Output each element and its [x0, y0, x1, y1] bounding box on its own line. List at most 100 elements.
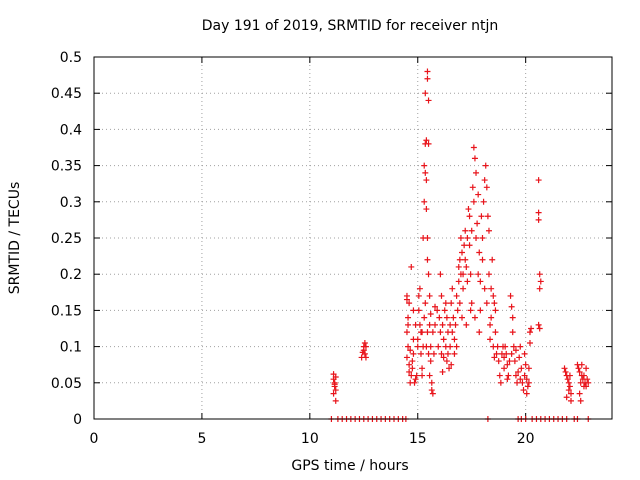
data-point: [491, 300, 498, 307]
data-point: [512, 372, 519, 379]
data-point: [514, 379, 521, 386]
data-point: [508, 350, 515, 357]
data-point: [494, 343, 501, 350]
data-point: [460, 285, 467, 292]
data-point: [411, 379, 418, 386]
data-points: [328, 68, 592, 422]
data-point: [408, 372, 415, 379]
data-point: [362, 343, 369, 350]
x-tick-label: 10: [301, 431, 319, 447]
y-tick-label: 0.15: [51, 303, 82, 319]
data-point: [491, 354, 498, 361]
data-point: [487, 336, 494, 343]
data-point: [490, 292, 497, 299]
data-point: [521, 350, 528, 357]
data-point: [454, 307, 461, 314]
data-point: [495, 358, 502, 365]
data-point: [509, 329, 516, 336]
y-tick-label: 0.5: [60, 50, 82, 66]
data-point: [419, 372, 426, 379]
data-point: [448, 300, 455, 307]
data-point: [576, 368, 583, 375]
data-point: [524, 383, 531, 390]
data-point: [464, 235, 471, 241]
data-point: [449, 285, 456, 292]
y-tick-label: 0.3: [60, 195, 82, 211]
data-point: [427, 311, 434, 318]
data-point: [405, 314, 412, 321]
data-point: [462, 227, 469, 234]
data-point: [481, 177, 488, 184]
data-point: [332, 374, 339, 381]
data-point: [417, 350, 424, 357]
data-point: [496, 372, 503, 379]
x-tick-label: 15: [409, 431, 427, 447]
data-point: [451, 350, 458, 357]
data-point: [510, 343, 517, 350]
data-point: [425, 271, 432, 278]
x-tick-label: 0: [90, 431, 99, 447]
data-point: [424, 256, 431, 263]
data-point: [563, 394, 570, 401]
data-point: [535, 177, 542, 184]
data-point: [463, 321, 470, 328]
data-point: [406, 361, 413, 368]
chart-title: Day 191 of 2019, SRMTID for receiver ntj…: [202, 18, 499, 34]
data-point: [536, 325, 543, 332]
data-point: [437, 271, 444, 278]
data-point: [447, 321, 454, 328]
data-point: [406, 300, 413, 307]
data-point: [517, 376, 524, 383]
data-point: [511, 358, 518, 365]
data-point: [440, 336, 447, 343]
data-point: [537, 278, 544, 285]
data-point: [467, 307, 474, 314]
data-point: [359, 349, 366, 356]
data-point: [477, 278, 484, 285]
data-point: [528, 325, 535, 332]
data-point: [468, 227, 475, 234]
data-point: [473, 169, 480, 176]
data-point: [509, 314, 516, 321]
data-point: [526, 339, 533, 346]
x-axis-label: GPS time / hours: [291, 458, 408, 474]
data-point: [525, 365, 532, 372]
data-point: [565, 379, 572, 386]
y-tick-label: 0.45: [51, 86, 82, 102]
data-point: [466, 242, 473, 249]
data-point: [483, 300, 490, 307]
data-point: [416, 321, 423, 328]
data-point: [403, 296, 410, 303]
y-tick-label: 0.4: [60, 122, 82, 138]
data-point: [503, 350, 510, 357]
data-point: [448, 361, 455, 368]
data-point: [410, 307, 417, 314]
data-point: [419, 365, 426, 372]
data-point: [461, 242, 468, 249]
y-tick-label: 0.25: [51, 231, 82, 247]
data-point: [576, 390, 583, 397]
data-point: [470, 144, 477, 151]
y-tick-label: 0.1: [60, 340, 82, 356]
x-tick-label: 20: [517, 431, 535, 447]
data-point: [330, 390, 337, 397]
data-point: [421, 162, 428, 169]
data-point: [422, 90, 429, 97]
data-point: [424, 235, 431, 241]
data-point: [442, 300, 449, 307]
data-point: [432, 321, 439, 328]
data-point: [462, 256, 469, 263]
data-point: [519, 379, 526, 386]
y-tick-label: 0: [73, 412, 82, 428]
data-point: [456, 300, 463, 307]
data-point: [476, 329, 483, 336]
data-point: [453, 292, 460, 299]
data-point: [426, 372, 433, 379]
data-point: [466, 213, 473, 220]
data-point: [476, 249, 483, 256]
data-point: [562, 368, 569, 375]
data-point: [436, 314, 443, 321]
data-point: [561, 365, 568, 372]
data-point: [403, 354, 410, 361]
data-point: [470, 198, 477, 205]
